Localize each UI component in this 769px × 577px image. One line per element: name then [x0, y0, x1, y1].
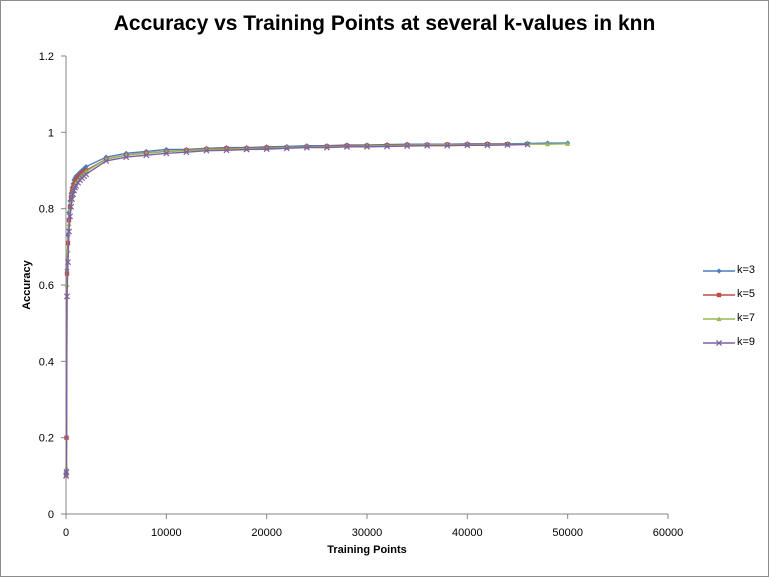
- y-tick-label: 0: [48, 509, 54, 521]
- data-point: [73, 182, 80, 189]
- legend-item: k=5: [703, 286, 763, 310]
- y-tick-label: 0.2: [39, 433, 54, 445]
- data-point: [424, 142, 431, 149]
- y-tick-label: 0.4: [39, 356, 54, 368]
- series-line: [65, 143, 568, 476]
- data-point: [565, 141, 571, 146]
- legend-swatch: [703, 292, 735, 298]
- chart-title: Accuracy vs Training Points at several k…: [113, 12, 656, 35]
- data-point: [63, 293, 71, 300]
- data-point: [67, 203, 75, 210]
- series-line: [65, 143, 508, 476]
- y-tick-label: 1: [48, 127, 54, 139]
- series-k=7: [63, 141, 571, 478]
- x-tick-label: 60000: [653, 527, 684, 539]
- series-k=9: [63, 141, 531, 479]
- data-point: [163, 150, 170, 157]
- legend-label: k=9: [737, 336, 756, 348]
- data-point: [343, 143, 350, 150]
- x-tick-label: 20000: [251, 527, 282, 539]
- data-point: [65, 228, 73, 235]
- data-point: [716, 316, 722, 322]
- series-k=5: [63, 141, 510, 479]
- data-point: [66, 213, 74, 220]
- data-point: [303, 144, 310, 151]
- y-axis-label: Accuracy: [21, 260, 33, 310]
- data-point: [363, 143, 371, 150]
- data-point: [524, 141, 531, 148]
- data-point: [545, 141, 551, 147]
- data-point: [143, 152, 150, 159]
- data-point: [323, 144, 330, 151]
- series-k=3: [63, 140, 571, 475]
- legend-label: k=3: [737, 264, 756, 276]
- data-point: [183, 149, 190, 156]
- x-tick-label: 10000: [151, 527, 182, 539]
- data-point: [68, 196, 76, 203]
- x-tick-label: 30000: [352, 527, 383, 539]
- data-point: [63, 468, 70, 476]
- x-tick-label: 50000: [552, 527, 583, 539]
- data-point: [384, 143, 391, 150]
- data-point: [83, 171, 90, 178]
- x-tick-label: 0: [63, 527, 69, 539]
- data-point: [123, 154, 130, 161]
- x-axis-label: Training Points: [327, 544, 407, 556]
- y-tick-label: 1.2: [39, 51, 54, 63]
- x-tick-label: 40000: [452, 527, 483, 539]
- y-tick-label: 0.8: [39, 204, 54, 216]
- data-point: [263, 146, 270, 153]
- data-point: [404, 143, 411, 150]
- legend-swatch: [703, 316, 735, 322]
- data-point: [64, 259, 72, 266]
- data-point: [83, 164, 89, 170]
- legend-swatch: [703, 339, 735, 347]
- series-line: [65, 143, 528, 476]
- legend-item: k=3: [703, 262, 763, 286]
- data-point: [504, 141, 511, 148]
- series-line: [65, 142, 568, 473]
- data-point: [716, 292, 722, 298]
- legend-label: k=7: [737, 312, 756, 324]
- data-point: [283, 145, 290, 152]
- data-point: [716, 268, 722, 274]
- data-point: [444, 142, 451, 149]
- legend-item: k=7: [703, 310, 763, 334]
- y-tick-label: 0.6: [39, 280, 54, 292]
- data-point: [203, 147, 210, 154]
- legend-item: k=9: [703, 334, 763, 358]
- data-point: [484, 142, 491, 149]
- data-point: [464, 142, 471, 149]
- data-point: [715, 339, 723, 347]
- legend-swatch: [703, 268, 735, 274]
- data-point: [243, 146, 250, 153]
- data-point: [223, 147, 230, 154]
- legend-label: k=5: [737, 288, 756, 300]
- legend: k=3 k=5 k=7 k=9: [703, 262, 763, 358]
- data-point: [103, 157, 110, 164]
